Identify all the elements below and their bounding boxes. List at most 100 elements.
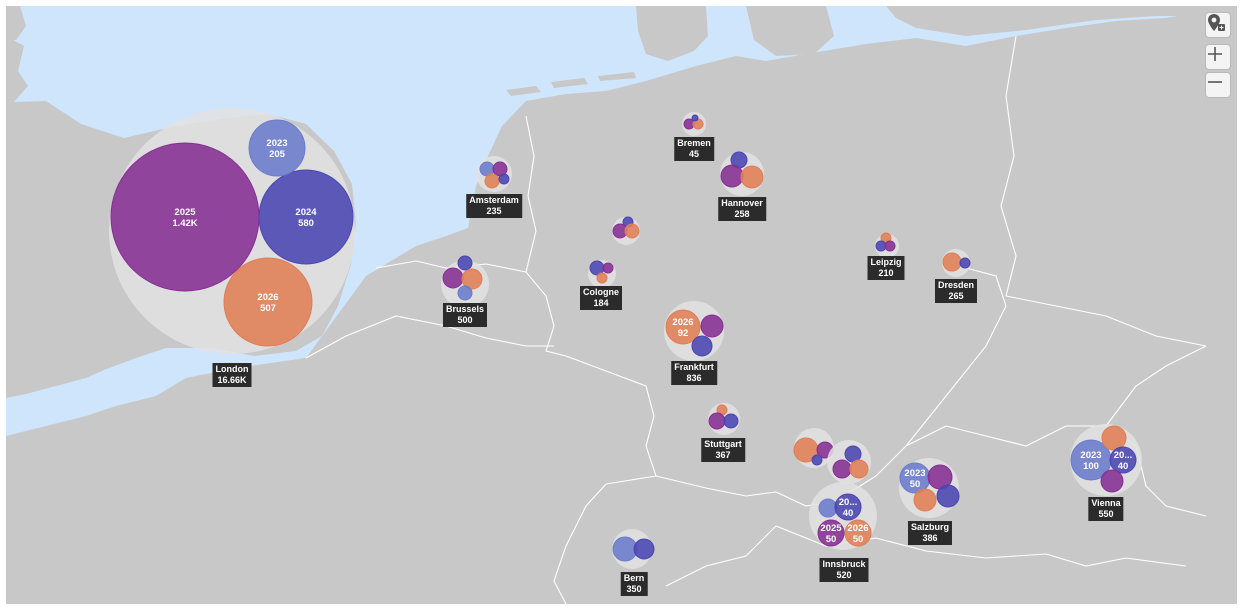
land-ireland-edge <box>6 6 26 40</box>
bubble-2024[interactable] <box>691 335 713 357</box>
bubble-2026[interactable] <box>844 519 872 547</box>
bubble-value-label: 50 <box>826 534 837 545</box>
bubble-2026[interactable] <box>461 268 483 290</box>
bubble-2024[interactable] <box>959 257 971 269</box>
bubble-2025[interactable] <box>1100 469 1124 493</box>
bubble-group-hannover[interactable] <box>720 151 764 196</box>
bubble-2026[interactable] <box>740 165 764 189</box>
city-name: Hannover <box>721 198 763 208</box>
bubble-value-label: 1.42K <box>172 218 197 229</box>
bubble-2024[interactable] <box>723 413 739 429</box>
bubble-2025[interactable] <box>602 262 614 274</box>
bubble-2026[interactable] <box>223 257 313 347</box>
bubble-value-label: 580 <box>298 218 314 229</box>
border-pl-cz <box>1005 295 1207 347</box>
bubble-year-label: 2026 <box>672 317 693 328</box>
city-name: Bremen <box>677 138 711 148</box>
bubble-2024[interactable] <box>811 454 823 466</box>
land-denmark <box>636 6 708 61</box>
city-total: 258 <box>734 209 750 219</box>
bubble-year-label: 2024 <box>295 207 317 218</box>
city-label-vienna: Vienna 550 <box>1088 497 1124 521</box>
location-pin-button[interactable] <box>1205 12 1231 38</box>
city-name: Frankfurt <box>674 362 714 372</box>
city-label-london: London 16.66K <box>212 363 252 387</box>
bubble-value-label: 100 <box>1083 461 1099 472</box>
border-fr-de <box>565 355 657 477</box>
bubble-group-brussels[interactable] <box>441 255 489 308</box>
bubble-group-stuttgart[interactable] <box>708 403 740 435</box>
bubble-2026[interactable] <box>1101 425 1127 451</box>
city-name: Brussels <box>445 304 485 314</box>
city-label-hannover: Hannover 258 <box>718 197 766 221</box>
bubble-group-leipzig[interactable] <box>875 232 899 258</box>
bubble-2026[interactable] <box>665 309 701 345</box>
bubble-year-label: 2025 <box>174 207 196 218</box>
city-total: 836 <box>686 373 702 383</box>
bubble-2025[interactable] <box>442 267 464 289</box>
city-total: 350 <box>626 584 642 594</box>
bubble-value-label: 40 <box>1118 461 1129 472</box>
bubble-group-bern[interactable] <box>612 529 655 569</box>
bubble-2025[interactable] <box>832 459 852 479</box>
city-label-frankfurt: Frankfurt 836 <box>671 361 717 385</box>
bubble-2026[interactable] <box>596 272 608 284</box>
map-canvas[interactable]: 2025 1.42K 2024 580 2023 205 2026 507 2026 92 20..… <box>6 6 1237 604</box>
bubble-2023[interactable] <box>248 119 306 177</box>
border-de-cz <box>905 267 1007 447</box>
bubble-group-cluster-munich-east[interactable] <box>827 440 871 484</box>
city-name: London <box>215 364 249 374</box>
city-label-brussels: Brussels 500 <box>442 303 488 327</box>
city-total: 386 <box>922 533 938 543</box>
city-label-cologne: Cologne 184 <box>580 286 622 310</box>
bubble-2025[interactable] <box>884 240 896 252</box>
bubble-2024[interactable] <box>1109 446 1137 474</box>
land-island-1 <box>506 86 541 96</box>
bubble-2024[interactable] <box>457 255 473 271</box>
border-be-de-lux <box>525 271 567 357</box>
city-label-leipzig: Leipzig 210 <box>867 256 905 280</box>
bubble-2024[interactable] <box>936 484 960 508</box>
zoom-out-button[interactable] <box>1205 72 1231 98</box>
bubble-year-label: 2023 <box>904 468 925 479</box>
bubble-2026[interactable] <box>913 488 937 512</box>
bubble-group-amsterdam[interactable] <box>476 156 512 192</box>
zoom-in-button[interactable] <box>1205 44 1231 70</box>
bubble-group-cluster-near-cologne[interactable] <box>612 216 640 245</box>
city-name: Dresden <box>937 280 975 290</box>
bubble-2026[interactable] <box>624 223 640 239</box>
border-cz-at <box>945 425 1106 447</box>
bubble-2024[interactable] <box>498 173 510 185</box>
bubble-2024[interactable] <box>258 169 354 265</box>
city-total: 235 <box>486 206 502 216</box>
map-pin-icon <box>1208 14 1225 31</box>
bubble-2026[interactable] <box>484 173 500 189</box>
border-ch-it <box>665 525 777 587</box>
bubble-2025[interactable] <box>700 314 724 338</box>
city-name: Vienna <box>1091 498 1121 508</box>
bubble-2025[interactable] <box>817 519 845 547</box>
bubble-2023[interactable] <box>612 536 638 562</box>
bubble-2024[interactable] <box>691 114 699 122</box>
bubble-2026[interactable] <box>849 459 869 479</box>
bubble-group-bremen[interactable] <box>682 112 706 136</box>
bubble-2023[interactable] <box>818 498 838 518</box>
bubble-2026[interactable] <box>942 252 962 272</box>
border-at-si <box>1045 553 1187 567</box>
bubble-2025[interactable] <box>720 164 744 188</box>
bubble-value-label: 92 <box>678 328 689 339</box>
bubble-2025[interactable] <box>708 412 726 430</box>
bubble-2023[interactable] <box>457 285 473 301</box>
plus-icon <box>1208 47 1222 61</box>
bubble-2024[interactable] <box>834 493 862 521</box>
land-island-2 <box>551 78 588 88</box>
bubble-group-dresden[interactable] <box>942 249 971 277</box>
city-name: Cologne <box>583 287 619 297</box>
bubble-2024[interactable] <box>633 538 655 560</box>
bubble-group-cologne[interactable] <box>588 260 616 288</box>
